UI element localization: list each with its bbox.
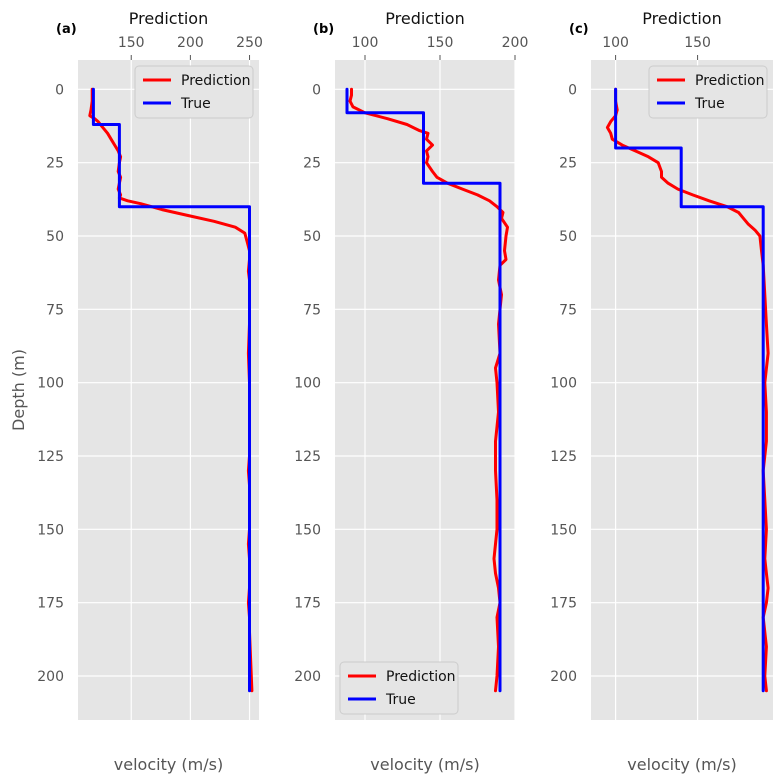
legend: Prediction True [134,65,254,119]
y-tick-label: 75 [303,302,321,318]
y-tick-label: 25 [46,156,64,172]
x-tick-label: 150 [118,35,145,51]
x-tick-label: 100 [602,35,629,51]
y-tick-label: 175 [294,596,321,612]
legend: Prediction True [648,65,768,119]
legend-label-true: True [180,96,211,112]
y-tick-label: 100 [550,376,577,392]
x-axis-title: velocity (m/s) [114,755,223,774]
x-tick-label: 200 [502,35,529,51]
x-tick-label: 100 [352,35,379,51]
legend-label-prediction: Prediction [181,73,251,89]
x-tick-label: 200 [177,35,204,51]
y-tick-label: 75 [46,302,64,318]
series-line-true [91,87,251,693]
legend-label-true: True [385,692,416,708]
x-tick-label: 150 [684,35,711,51]
x-axis-title: velocity (m/s) [370,755,479,774]
y-tick-label: 0 [55,82,64,98]
y-tick-label: 25 [303,156,321,172]
top-axis-title: Prediction [129,9,208,28]
legend-label-true: True [694,96,725,112]
series-line-true [345,87,502,693]
top-axis-title: Prediction [385,9,464,28]
y-tick-label: 50 [303,229,321,245]
y-tick-label: 150 [37,522,64,538]
y-tick-label: 200 [37,669,64,685]
x-axis-title: velocity (m/s) [627,755,736,774]
chart-panel-2: 0 25 50 75 100 125 150 175 200 100 150 200 Predictio… [294,9,528,774]
legend-label-prediction: Prediction [695,73,765,89]
y-tick-label: 0 [568,82,577,98]
y-tick-label: 50 [559,229,577,245]
top-axis-title: Prediction [642,9,721,28]
y-tick-label: 200 [550,669,577,685]
chart-panel-3: 0 25 50 75 100 125 150 175 200 100 150 Prediction ve… [550,9,773,774]
y-tick-label: 50 [46,229,64,245]
x-tick-label: 150 [427,35,454,51]
y-tick-label: 100 [294,376,321,392]
panel-label: (b) [313,22,334,37]
panel-label: (a) [56,22,77,37]
x-tick-label: 250 [236,35,263,51]
panel-label: (c) [569,22,589,37]
y-tick-label: 25 [559,156,577,172]
y-tick-label: 150 [550,522,577,538]
series-line-prediction [605,87,770,693]
y-tick-label: 0 [312,82,321,98]
y-tick-label: 125 [550,449,577,465]
legend-label-prediction: Prediction [386,669,456,685]
y-tick-label: 125 [37,449,64,465]
legend: Prediction True [339,661,459,715]
y-tick-label: 175 [550,596,577,612]
y-tick-label: 75 [559,302,577,318]
y-tick-label: 100 [37,376,64,392]
y-axis-title: Depth (m) [9,349,28,431]
y-tick-label: 150 [294,522,321,538]
y-tick-label: 175 [37,596,64,612]
y-tick-label: 125 [294,449,321,465]
series-line-true [614,87,765,693]
chart-panel-1: 0 25 50 75 100 125 150 175 200 150 200 250 Predictio… [9,9,263,774]
y-tick-label: 200 [294,669,321,685]
plot-area [78,60,259,720]
